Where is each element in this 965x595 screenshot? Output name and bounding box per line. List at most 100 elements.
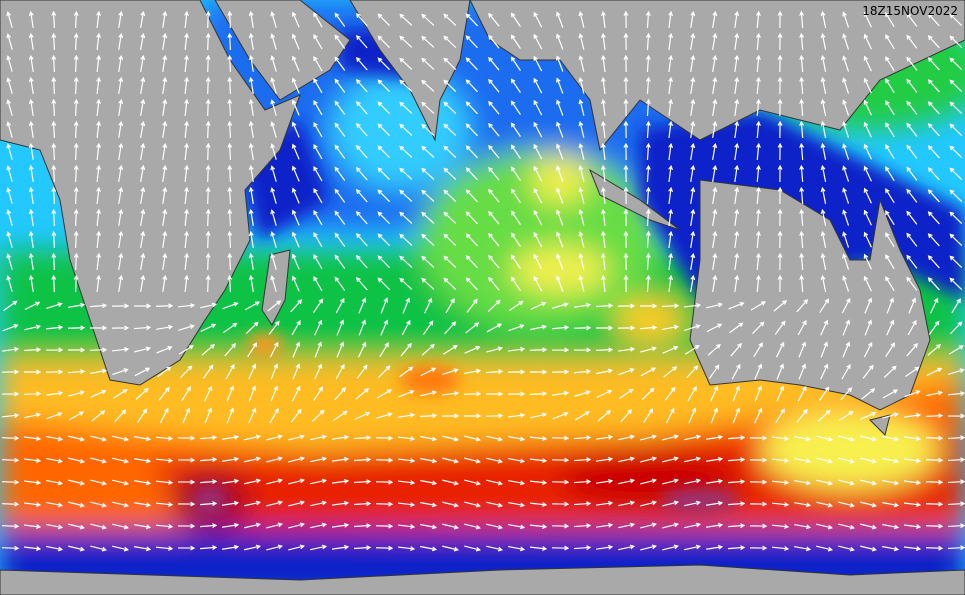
wind-arrow bbox=[134, 346, 151, 353]
wind-arrow bbox=[617, 325, 636, 331]
wind-arrow bbox=[331, 500, 350, 506]
wind-arrow bbox=[529, 502, 548, 507]
wind-arrow bbox=[248, 98, 254, 116]
wind-arrow bbox=[749, 435, 768, 441]
wind-arrow bbox=[732, 385, 741, 402]
wind-arrow bbox=[690, 252, 696, 270]
wind-arrow bbox=[777, 10, 783, 29]
wind-arrow bbox=[816, 435, 834, 442]
wind-arrow bbox=[641, 387, 655, 400]
wind-arrow bbox=[155, 502, 174, 507]
wind-arrow bbox=[925, 545, 944, 551]
wind-arrow bbox=[222, 544, 240, 550]
wind-arrow bbox=[573, 369, 592, 374]
wind-arrow bbox=[118, 54, 124, 72]
wind-arrow bbox=[6, 143, 13, 160]
wind-arrow bbox=[882, 435, 900, 442]
wind-arrow bbox=[712, 32, 718, 50]
wind-arrow bbox=[796, 408, 808, 423]
wind-arrow bbox=[421, 255, 435, 268]
wind-arrow bbox=[556, 209, 564, 226]
wind-arrow bbox=[684, 456, 702, 463]
wind-arrow bbox=[885, 254, 895, 270]
wind-arrow bbox=[248, 142, 254, 160]
wind-arrow bbox=[754, 385, 763, 402]
wind-arrow bbox=[313, 187, 323, 204]
wind-arrow bbox=[771, 524, 790, 529]
wind-arrow bbox=[331, 478, 350, 484]
wind-arrow bbox=[355, 123, 368, 137]
wind-arrow bbox=[133, 325, 152, 331]
wind-arrow bbox=[177, 457, 196, 463]
wind-arrow bbox=[668, 230, 674, 249]
wind-arrow bbox=[640, 478, 657, 485]
wind-arrow bbox=[488, 276, 500, 291]
wind-arrow bbox=[177, 545, 196, 551]
wind-arrow bbox=[397, 502, 416, 507]
wind-arrow bbox=[199, 545, 218, 551]
wind-arrow bbox=[925, 501, 944, 507]
wind-arrow bbox=[244, 500, 262, 507]
wind-arrow bbox=[756, 274, 761, 293]
wind-arrow bbox=[903, 480, 922, 486]
wind-arrow bbox=[134, 524, 152, 530]
wind-arrow bbox=[45, 325, 64, 330]
wind-arrow bbox=[640, 500, 657, 507]
wind-arrow bbox=[96, 32, 101, 51]
wind-arrow bbox=[949, 35, 963, 49]
wind-arrow bbox=[639, 325, 658, 331]
wind-arrow bbox=[355, 167, 368, 181]
wind-arrow bbox=[244, 301, 261, 311]
wind-arrow bbox=[226, 407, 235, 424]
wind-arrow bbox=[756, 54, 761, 73]
wind-arrow bbox=[270, 77, 277, 94]
wind-arrow bbox=[184, 208, 189, 227]
wind-arrow bbox=[645, 252, 651, 271]
wind-arrow bbox=[578, 209, 585, 226]
wind-arrow bbox=[842, 55, 850, 72]
wind-arrow bbox=[184, 120, 189, 139]
wind-arrow bbox=[162, 252, 168, 270]
wind-arrow bbox=[443, 57, 457, 70]
wind-arrow bbox=[820, 10, 827, 28]
wind-arrow bbox=[464, 457, 481, 464]
wind-arrow bbox=[270, 99, 277, 116]
wind-arrow bbox=[706, 522, 724, 528]
wind-arrow bbox=[776, 363, 785, 380]
wind-arrow bbox=[111, 346, 130, 352]
wind-arrow bbox=[51, 10, 57, 29]
wind-arrow bbox=[906, 210, 918, 225]
wind-arrow bbox=[508, 435, 526, 442]
wind-arrow bbox=[465, 211, 478, 225]
wind-arrow bbox=[270, 253, 277, 270]
wind-arrow bbox=[885, 210, 895, 226]
wind-arrow bbox=[28, 274, 34, 292]
wind-arrow bbox=[46, 435, 64, 442]
wind-arrow bbox=[600, 274, 606, 293]
wind-arrow bbox=[248, 54, 254, 72]
wind-arrow bbox=[486, 523, 504, 530]
wind-arrow bbox=[488, 78, 500, 93]
wind-arrow bbox=[734, 10, 740, 29]
wind-arrow bbox=[96, 54, 101, 73]
wind-arrow bbox=[112, 479, 130, 486]
wind-arrow bbox=[600, 120, 606, 139]
wind-arrow bbox=[205, 32, 211, 51]
wind-arrow bbox=[355, 388, 370, 400]
wind-arrow bbox=[623, 142, 629, 161]
wind-arrow bbox=[6, 11, 13, 28]
wind-arrow bbox=[442, 501, 459, 508]
wind-arrow bbox=[28, 186, 34, 204]
wind-arrow bbox=[266, 500, 283, 507]
wind-arrow bbox=[885, 166, 895, 182]
wind-arrow bbox=[248, 208, 254, 226]
wind-arrow bbox=[46, 545, 64, 552]
wind-arrow bbox=[690, 54, 696, 72]
wind-arrow bbox=[533, 55, 543, 72]
wind-arrow bbox=[578, 77, 585, 94]
wind-arrow bbox=[140, 54, 146, 72]
wind-arrow bbox=[177, 479, 196, 485]
wind-arrow bbox=[842, 165, 850, 182]
wind-arrow bbox=[290, 408, 302, 423]
